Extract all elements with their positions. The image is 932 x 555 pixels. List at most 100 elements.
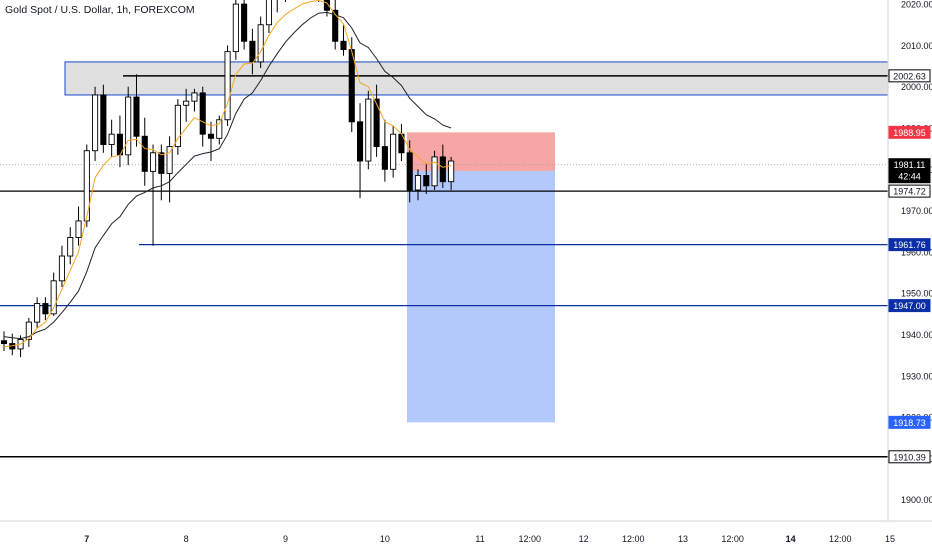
candle-body [241, 3, 248, 42]
candle [216, 115, 223, 145]
candle [398, 123, 405, 162]
support-2-price-label: 1961.76 [888, 238, 931, 252]
candle [414, 169, 422, 201]
candle-body [448, 160, 455, 183]
candle-body [216, 119, 223, 139]
candle [174, 99, 181, 155]
candle-body [323, 0, 330, 11]
candle-body [58, 255, 66, 282]
candle [390, 125, 397, 178]
candle-body [390, 133, 397, 170]
support-4-price-label-text: 1910.39 [893, 452, 926, 462]
resistance-price-label: 2002.63 [888, 69, 931, 83]
candle [42, 297, 49, 321]
candle-body [199, 92, 206, 135]
stop-price-label-bg [888, 125, 931, 139]
candle [75, 206, 82, 246]
candle [232, 0, 239, 60]
candle [249, 28, 256, 75]
candle-body [414, 175, 422, 191]
slow-moving-average [3, 11, 452, 340]
candle-body [141, 135, 148, 172]
candle-body [183, 100, 190, 106]
support-2-price-label-text: 1961.76 [893, 240, 926, 250]
candle-body [249, 40, 256, 63]
take-profit-area [407, 170, 555, 423]
candle-body [373, 98, 380, 148]
resistance-price-label-text: 2002.63 [893, 71, 926, 81]
candle-body [439, 156, 446, 183]
candle [373, 84, 380, 157]
candle-body [92, 94, 99, 152]
time-tick-label: 8 [184, 534, 189, 544]
candle-body [406, 152, 413, 191]
candle [265, 0, 273, 34]
time-tick-label: 13 [678, 534, 688, 544]
support-4-price-label: 1910.39 [888, 450, 931, 464]
candle [50, 272, 57, 316]
candle [381, 119, 388, 182]
resistance-price-label-bg [888, 69, 931, 83]
candle [241, 0, 248, 50]
time-tick-label: 9 [283, 534, 288, 544]
candle [125, 86, 132, 166]
support-3-price-label: 1947.00 [888, 299, 931, 313]
candle-body [423, 175, 430, 187]
price-tick-label: 1940.00 [901, 330, 932, 340]
candle [158, 144, 165, 201]
stop-loss-area [407, 132, 555, 171]
candle-body [340, 40, 347, 50]
candle [257, 16, 264, 69]
candle [191, 88, 198, 112]
candle [92, 86, 99, 162]
price-tick-label: 2000.00 [901, 82, 932, 92]
candle [58, 245, 66, 288]
candle-body [133, 96, 140, 137]
stop-price-label-text: 1988.95 [893, 128, 926, 138]
candle-body [25, 321, 32, 340]
support-1-price-label: 1974.72 [888, 184, 931, 198]
current-price-label-countdown: 42:44 [898, 172, 921, 182]
time-tick-label: 12:00 [829, 534, 852, 544]
candle-body [265, 0, 273, 26]
candle-body [83, 150, 90, 222]
candle [108, 119, 115, 157]
candle-body [174, 104, 181, 148]
time-tick-label: 15 [885, 534, 895, 544]
time-tick-label: 10 [380, 534, 390, 544]
candle-body [67, 236, 74, 257]
price-tick-label: 1930.00 [901, 371, 932, 381]
current-price-label: 1981.11 42:44 [888, 158, 931, 184]
candle [166, 136, 173, 203]
candle [34, 297, 41, 329]
candle-body [42, 303, 49, 315]
candle [67, 227, 74, 265]
candle [133, 74, 140, 147]
candle-body [381, 146, 388, 170]
price-tick-label: 1970.00 [901, 206, 932, 216]
candle [423, 163, 430, 195]
time-tick-label: 12 [579, 534, 589, 544]
candle [332, 0, 339, 50]
current-price-label-text: 1981.11 [894, 160, 926, 170]
fast-moving-average [3, 0, 452, 348]
time-tick-label: 12:00 [519, 534, 542, 544]
candle-body [356, 121, 364, 162]
candle [448, 156, 455, 190]
support-3-price-label-bg [888, 299, 931, 313]
candle-body [191, 92, 198, 102]
candle-body [108, 133, 115, 145]
candle [276, 0, 278, 13]
candle [323, 0, 330, 17]
candle [100, 84, 107, 153]
resistance-zone [64, 61, 889, 96]
candle-body [365, 98, 372, 162]
candle-body [0, 340, 8, 345]
candle-body [75, 220, 82, 238]
candle-body [166, 146, 173, 174]
candle [356, 103, 364, 199]
target-price-label-text: 1918.73 [893, 418, 926, 428]
candle [149, 144, 157, 246]
